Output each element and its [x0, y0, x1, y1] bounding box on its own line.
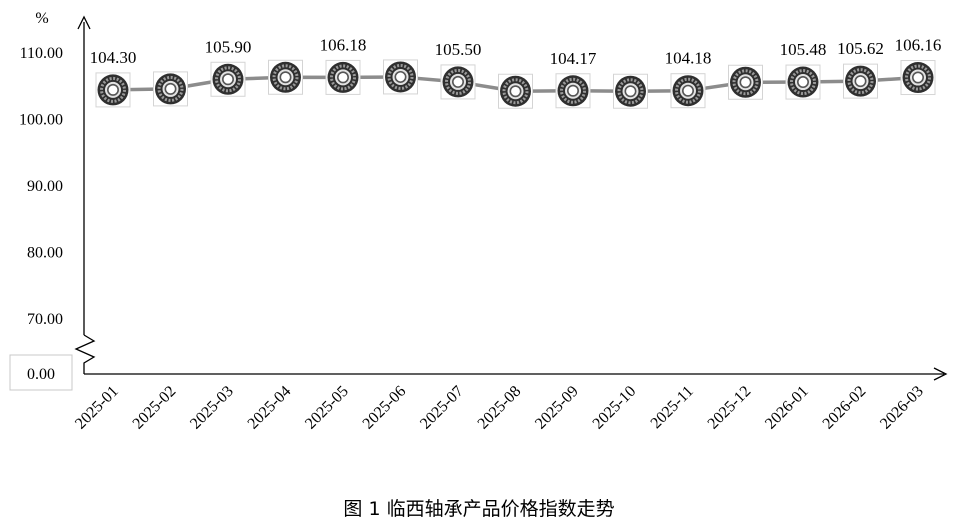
data-label: 105.90 [205, 37, 252, 56]
x-tick-labels: 2025-01 2025-02 2025-03 2025-04 2025-05 2025-… [72, 383, 927, 433]
x-tick-label: 2025-07 [417, 383, 467, 433]
x-tick-label: 2025-06 [360, 383, 410, 433]
data-point-bearing-icon [843, 63, 878, 99]
data-point-bearing-icon [670, 73, 706, 109]
data-point-bearing-icon [440, 64, 476, 100]
x-tick-label: 2025-11 [648, 383, 697, 432]
data-label: 104.30 [90, 48, 137, 67]
chart-axes: % 0.00 [9, 10, 948, 391]
data-point-bearing-icon [210, 61, 246, 97]
data-point-bearing-icon [498, 73, 533, 109]
y-axis-break [74, 334, 96, 374]
y-tick-label: 100.00 [19, 112, 63, 129]
x-tick-label: 2025-05 [302, 383, 352, 433]
data-label: 105.62 [837, 39, 884, 58]
x-tick-label: 2025-12 [705, 383, 755, 433]
series-markers [95, 59, 936, 109]
y-tick-label: 90.00 [27, 178, 63, 195]
data-label: 104.18 [665, 49, 712, 68]
data-labels: 104.30 105.90 106.18 105.50 104.17 104.18 105.… [90, 35, 942, 67]
data-point-bearing-icon [268, 59, 303, 95]
data-point-bearing-icon [153, 71, 188, 107]
y-tick-labels: 110.00 100.00 90.00 80.00 70.00 [19, 45, 63, 328]
x-tick-label: 2025-09 [532, 383, 582, 433]
y-break-label: 0.00 [27, 366, 55, 383]
data-label: 104.17 [550, 49, 597, 68]
data-point-bearing-icon [900, 60, 936, 96]
line-chart: % 0.00 110.00 100.00 90.00 80.00 70.00 104.3… [9, 10, 948, 433]
data-point-bearing-icon [728, 64, 763, 100]
x-tick-label: 2025-10 [590, 383, 640, 433]
data-label: 106.16 [895, 36, 942, 55]
figure-caption: 图 1 临西轴承产品价格指数走势 [343, 498, 615, 520]
x-tick-label: 2025-04 [245, 383, 295, 433]
y-tick-label: 110.00 [20, 45, 63, 62]
y-break-box [9, 354, 73, 391]
data-label: 105.50 [435, 40, 482, 59]
y-unit-label: % [35, 10, 48, 27]
y-tick-label: 80.00 [27, 245, 63, 262]
x-tick-label: 2025-08 [475, 383, 525, 433]
data-point-bearing-icon [325, 59, 361, 95]
data-point-bearing-icon [555, 73, 591, 109]
x-tick-label: 2026-01 [762, 383, 812, 433]
y-axis-arrow [77, 15, 91, 30]
data-point-bearing-icon [95, 72, 131, 108]
data-point-bearing-icon [613, 73, 648, 109]
data-label: 106.18 [320, 35, 367, 54]
x-axis-arrow [933, 367, 948, 381]
data-label: 105.48 [780, 40, 827, 59]
data-point-bearing-icon [383, 59, 418, 95]
x-tick-label: 2026-03 [877, 383, 927, 433]
x-tick-label: 2025-01 [72, 383, 122, 433]
x-tick-label: 2025-03 [187, 383, 237, 433]
x-tick-label: 2026-02 [820, 383, 870, 433]
data-point-bearing-icon [785, 64, 821, 100]
x-tick-label: 2025-02 [130, 383, 180, 433]
y-tick-label: 70.00 [27, 311, 63, 328]
